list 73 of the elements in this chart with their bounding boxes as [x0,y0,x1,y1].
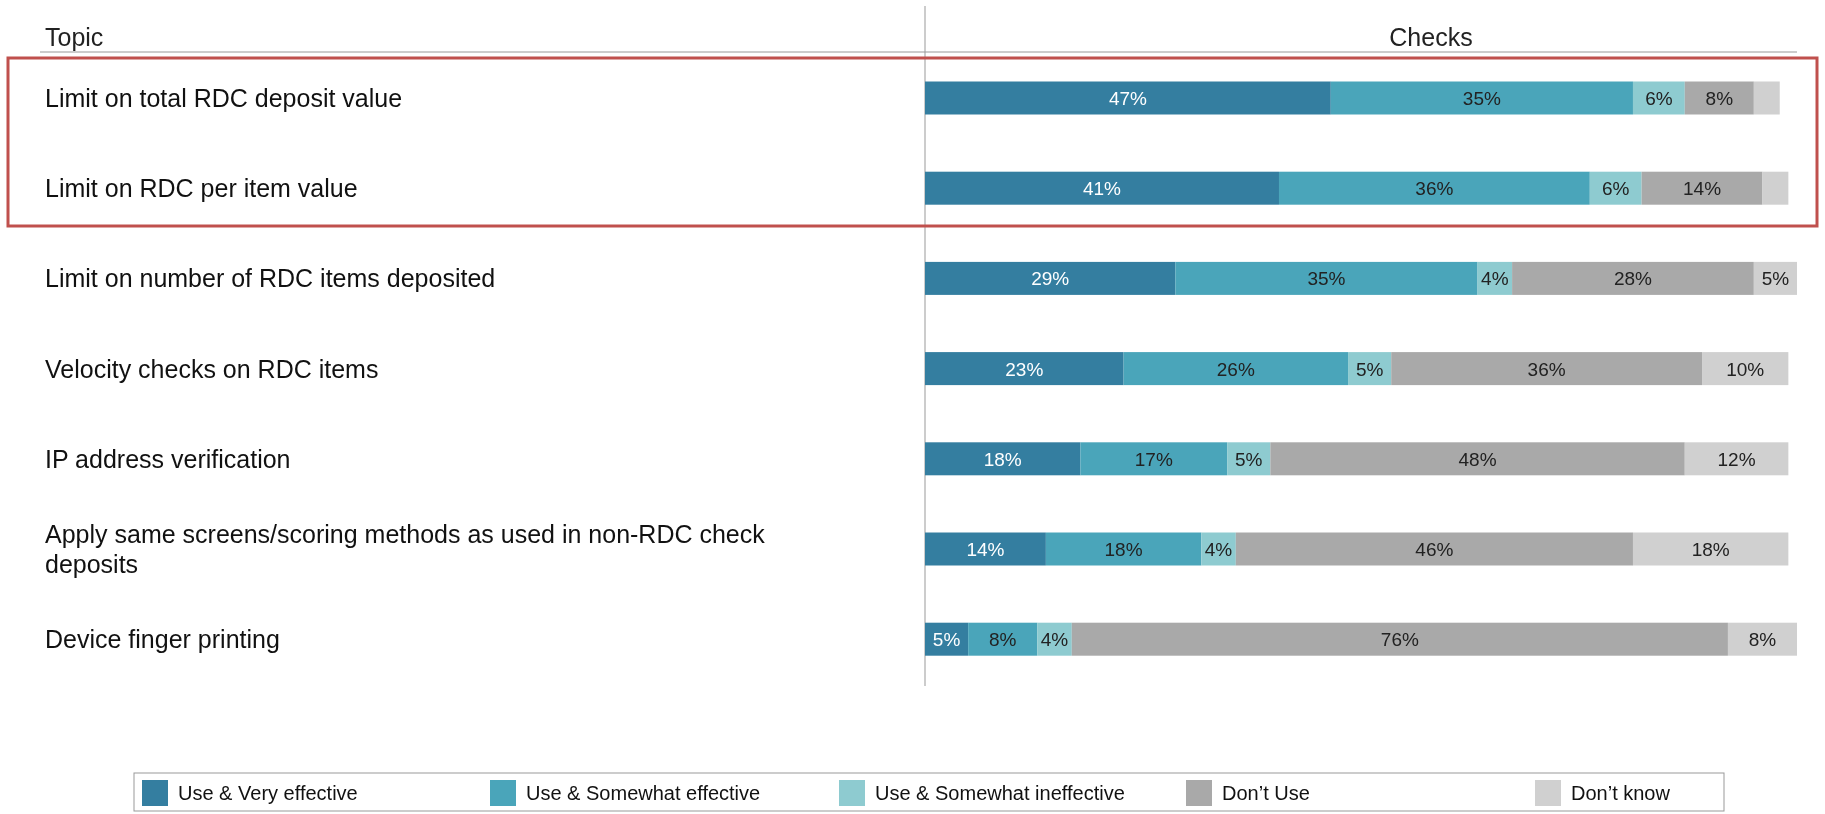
data-label: 6% [1601,178,1630,200]
legend-label: Use & Somewhat effective [526,782,761,804]
bar [1702,352,1789,386]
data-label: 46% [1415,539,1454,560]
data-label: 41% [1082,178,1122,200]
y-tick-label: Limit on number of RDC items deposited [45,264,496,293]
data-label: 10% [1726,358,1765,380]
data-label: 8% [1748,629,1777,651]
y-tick-label: Limit on RDC per item value [45,174,358,203]
bar [1753,81,1780,115]
data-label: 17% [1134,448,1173,470]
y-tick-label: Velocity checks on RDC items [45,354,379,383]
data-label: 5% [1761,268,1790,290]
data-label: 29% [1031,268,1070,290]
bar [1278,171,1590,205]
data-label: 26% [1216,358,1255,380]
data-label: 36% [1415,178,1454,200]
data-label: 4% [1204,539,1233,560]
bar [968,622,1038,656]
data-label: 18% [983,448,1022,470]
y-tick-label: Limit on total RDC deposit value [45,84,403,112]
data-label: 5% [932,629,961,651]
bar [1330,81,1633,115]
bar [1235,532,1633,566]
bar [1632,532,1789,566]
data-label: 76% [1380,629,1419,651]
bar [1684,442,1789,476]
bar [1684,81,1754,115]
data-label: 6% [1645,88,1673,109]
bar [1080,442,1228,476]
data-label: 8% [1705,88,1734,109]
legend-label: Use & Very effective [178,782,358,804]
data-label: 35% [1307,268,1346,290]
legend-label: Don’t Use [1222,782,1310,804]
bar [1175,261,1478,295]
data-label: 23% [1005,358,1044,380]
data-label: 12% [1717,448,1756,470]
y-tick-label: Apply same screens/scoring methods as used in non-RDC check deposits [45,520,766,578]
data-label: 8% [988,629,1017,651]
bar [1270,442,1685,476]
bar [1727,622,1797,656]
data-label: 18% [1691,539,1730,560]
bar [1762,171,1789,205]
y-tick-label: Device finger printing [45,625,280,654]
data-label: 18% [1104,539,1143,560]
data-label: 35% [1462,88,1501,109]
bar [925,532,1046,566]
bar [1641,171,1763,205]
bar [925,261,1176,295]
bar [925,352,1124,386]
data-label: 14% [966,539,1005,560]
data-label: 48% [1458,448,1497,470]
data-label: 36% [1527,358,1566,380]
bar [1123,352,1349,386]
legend-label: Don’t know [1571,782,1671,804]
bar [925,81,1331,115]
data-label: 14% [1683,178,1722,200]
data-label: 4% [1481,268,1509,290]
data-label: 47% [1108,88,1148,109]
bar [925,442,1081,476]
data-label: 28% [1613,268,1653,290]
data-label: 5% [1235,448,1263,470]
y-axis-title: Topic [45,23,104,51]
data-label: 4% [1040,629,1069,651]
x-axis-title: Checks [1389,23,1473,51]
bar [1071,622,1728,656]
y-tick-label: IP address verification [45,444,291,473]
bar [1391,352,1703,386]
legend-label: Use & Somewhat ineffective [875,782,1125,804]
bar [1512,261,1754,295]
data-label: 5% [1355,358,1384,380]
bar [925,171,1279,205]
bar [1045,532,1202,566]
